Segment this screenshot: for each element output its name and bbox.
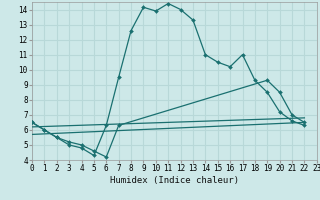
X-axis label: Humidex (Indice chaleur): Humidex (Indice chaleur) (110, 176, 239, 185)
